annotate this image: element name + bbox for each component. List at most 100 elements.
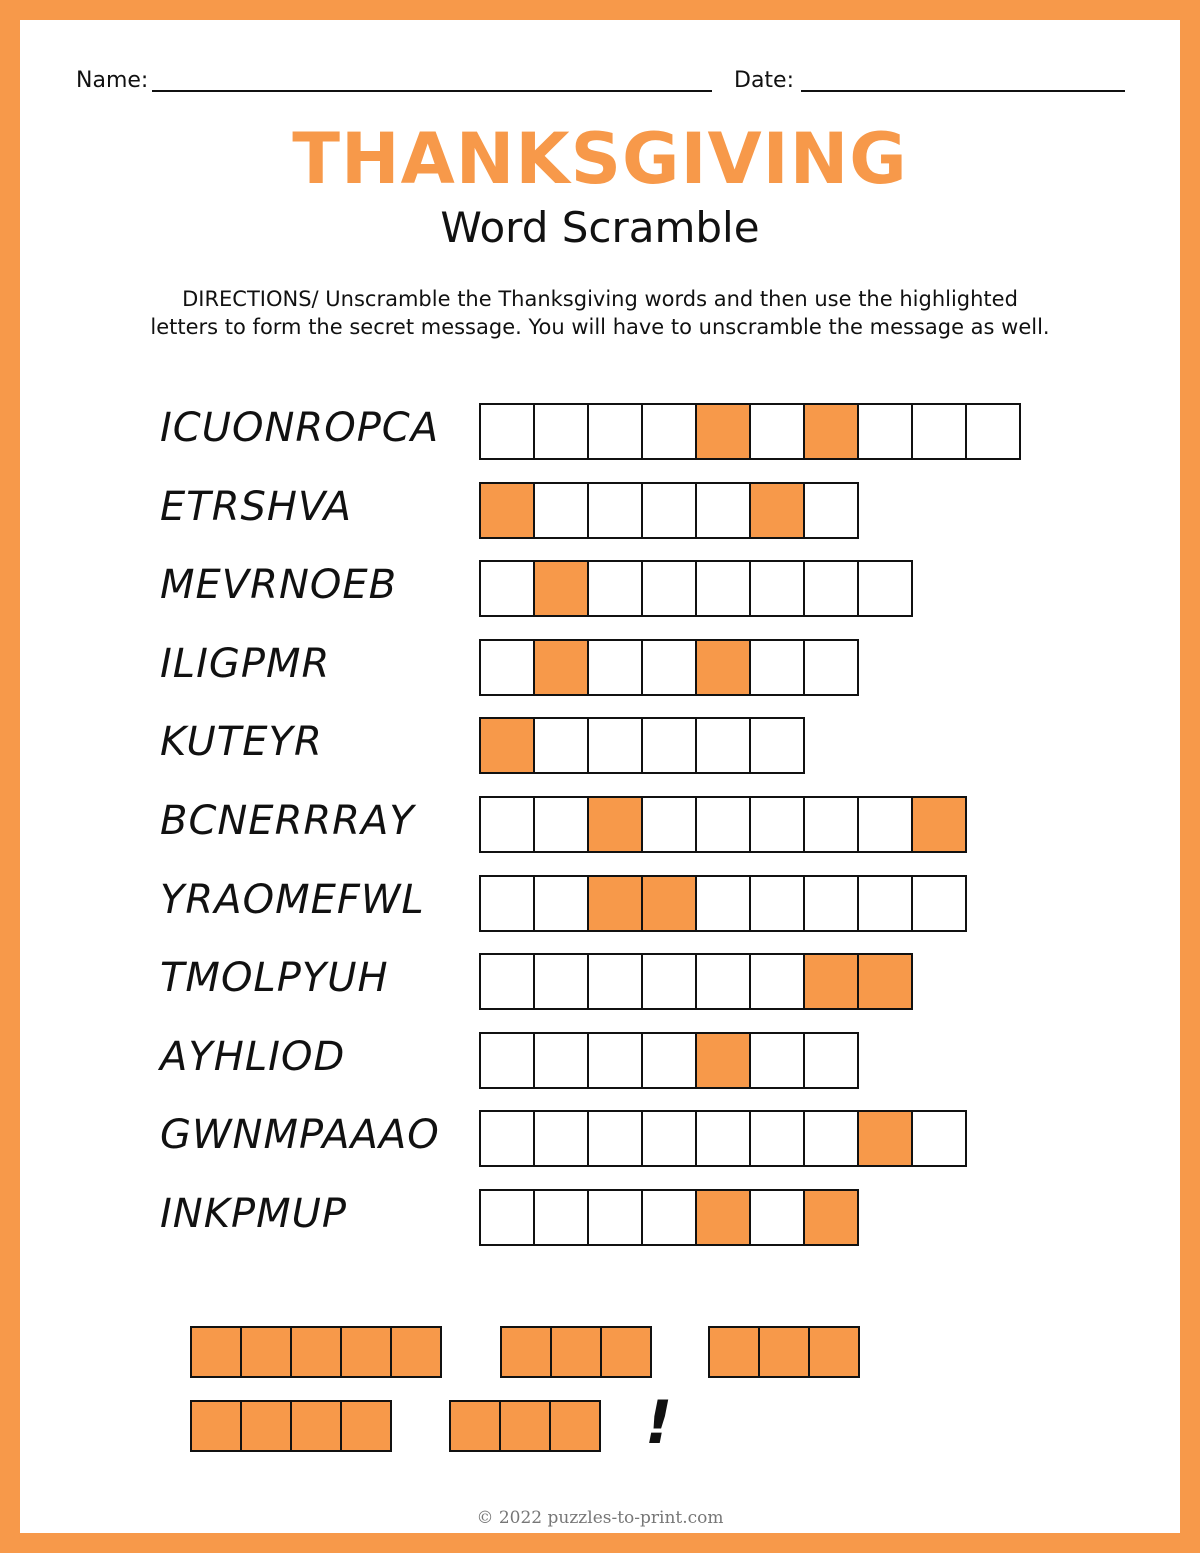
letter-box[interactable] (749, 953, 805, 1011)
highlighted-letter-box[interactable] (857, 1110, 913, 1168)
message-letter-box[interactable] (240, 1400, 292, 1452)
letter-box[interactable] (695, 953, 751, 1011)
highlighted-letter-box[interactable] (749, 481, 805, 539)
letter-box[interactable] (749, 874, 805, 932)
message-letter-box[interactable] (499, 1400, 551, 1452)
letter-box[interactable] (479, 953, 535, 1011)
name-field[interactable] (152, 90, 712, 92)
highlighted-letter-box[interactable] (533, 560, 589, 618)
message-letter-box[interactable] (600, 1326, 652, 1378)
highlighted-letter-box[interactable] (695, 638, 751, 696)
message-letter-box[interactable] (500, 1326, 552, 1378)
letter-box[interactable] (695, 796, 751, 853)
message-letter-box[interactable] (549, 1400, 601, 1452)
message-letter-box[interactable] (190, 1326, 242, 1378)
letter-box[interactable] (479, 1189, 535, 1246)
letter-box[interactable] (749, 560, 805, 618)
letter-box[interactable] (857, 796, 913, 853)
message-letter-box[interactable] (340, 1326, 392, 1378)
letter-box[interactable] (479, 638, 535, 696)
highlighted-letter-box[interactable] (695, 403, 751, 460)
letter-box[interactable] (533, 717, 589, 775)
letter-box[interactable] (479, 1031, 535, 1089)
letter-box[interactable] (641, 560, 697, 618)
message-letter-box[interactable] (290, 1326, 342, 1378)
letter-box[interactable] (749, 1189, 805, 1246)
highlighted-letter-box[interactable] (479, 717, 535, 775)
highlighted-letter-box[interactable] (803, 953, 859, 1011)
letter-box[interactable] (641, 1110, 697, 1168)
letter-box[interactable] (533, 796, 589, 853)
letter-box[interactable] (695, 717, 751, 775)
highlighted-letter-box[interactable] (803, 403, 859, 460)
letter-box[interactable] (857, 560, 913, 618)
highlighted-letter-box[interactable] (911, 796, 967, 853)
letter-box[interactable] (533, 1189, 589, 1246)
letter-box[interactable] (803, 481, 859, 539)
message-letter-box[interactable] (340, 1400, 392, 1452)
letter-box[interactable] (695, 874, 751, 932)
letter-box[interactable] (533, 403, 589, 460)
message-letter-box[interactable] (708, 1326, 760, 1378)
letter-box[interactable] (749, 638, 805, 696)
letter-box[interactable] (479, 403, 535, 460)
highlighted-letter-box[interactable] (857, 953, 913, 1011)
highlighted-letter-box[interactable] (479, 481, 535, 539)
message-letter-box[interactable] (550, 1326, 602, 1378)
letter-box[interactable] (587, 1031, 643, 1089)
letter-box[interactable] (749, 717, 805, 775)
letter-box[interactable] (965, 403, 1021, 460)
letter-box[interactable] (695, 560, 751, 618)
letter-box[interactable] (479, 796, 535, 853)
letter-box[interactable] (587, 481, 643, 539)
letter-box[interactable] (803, 638, 859, 696)
letter-box[interactable] (641, 403, 697, 460)
highlighted-letter-box[interactable] (533, 638, 589, 696)
letter-box[interactable] (533, 481, 589, 539)
letter-box[interactable] (803, 796, 859, 853)
letter-box[interactable] (857, 874, 913, 932)
letter-box[interactable] (911, 1110, 967, 1168)
letter-box[interactable] (641, 717, 697, 775)
letter-box[interactable] (911, 403, 967, 460)
letter-box[interactable] (749, 403, 805, 460)
message-letter-box[interactable] (290, 1400, 342, 1452)
message-letter-box[interactable] (240, 1326, 292, 1378)
letter-box[interactable] (587, 638, 643, 696)
highlighted-letter-box[interactable] (803, 1189, 859, 1246)
letter-box[interactable] (587, 1110, 643, 1168)
letter-box[interactable] (641, 796, 697, 853)
letter-box[interactable] (749, 1031, 805, 1089)
letter-box[interactable] (641, 1031, 697, 1089)
highlighted-letter-box[interactable] (587, 874, 643, 932)
letter-box[interactable] (857, 403, 913, 460)
letter-box[interactable] (641, 481, 697, 539)
highlighted-letter-box[interactable] (587, 796, 643, 853)
letter-box[interactable] (803, 874, 859, 932)
date-field[interactable] (801, 90, 1125, 92)
highlighted-letter-box[interactable] (695, 1031, 751, 1089)
letter-box[interactable] (587, 953, 643, 1011)
letter-box[interactable] (587, 717, 643, 775)
letter-box[interactable] (641, 638, 697, 696)
letter-box[interactable] (695, 1110, 751, 1168)
letter-box[interactable] (479, 874, 535, 932)
letter-box[interactable] (533, 953, 589, 1011)
letter-box[interactable] (641, 953, 697, 1011)
letter-box[interactable] (479, 560, 535, 618)
message-letter-box[interactable] (449, 1400, 501, 1452)
message-letter-box[interactable] (390, 1326, 442, 1378)
letter-box[interactable] (479, 1110, 535, 1168)
letter-box[interactable] (533, 1110, 589, 1168)
letter-box[interactable] (803, 560, 859, 618)
letter-box[interactable] (587, 1189, 643, 1246)
letter-box[interactable] (749, 796, 805, 853)
letter-box[interactable] (533, 874, 589, 932)
highlighted-letter-box[interactable] (641, 874, 697, 932)
message-letter-box[interactable] (758, 1326, 810, 1378)
message-letter-box[interactable] (808, 1326, 860, 1378)
letter-box[interactable] (749, 1110, 805, 1168)
message-letter-box[interactable] (190, 1400, 242, 1452)
letter-box[interactable] (695, 481, 751, 539)
highlighted-letter-box[interactable] (695, 1189, 751, 1246)
